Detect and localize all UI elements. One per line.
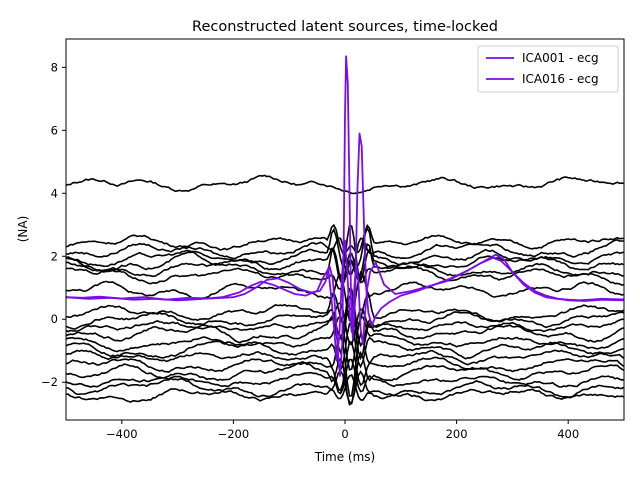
legend: ICA001 - ecg ICA016 - ecg [477,45,619,93]
series-line-ica016 [65,239,625,362]
background-series-line [66,373,625,403]
background-series-line [65,370,625,404]
y-tick-label: 2 [51,249,58,263]
background-series-group [65,174,625,406]
x-axis: −400 −200 0 200 400 [106,420,579,441]
background-series-line [65,331,625,397]
y-axis: −2 0 2 4 6 8 [41,60,66,389]
background-series-line [65,226,625,269]
x-tick-label: 400 [557,427,579,441]
x-tick-label: −400 [106,427,138,441]
x-tick-label: 200 [446,427,468,441]
background-series-line [65,224,625,283]
y-tick-label: 8 [51,60,58,74]
background-series-line [65,322,625,373]
y-axis-label: (NA) [16,216,30,243]
x-tick-label: 0 [341,427,348,441]
chart-title: Reconstructed latent sources, time-locke… [192,19,498,35]
y-tick-label: 4 [51,186,58,200]
background-series-line [65,295,625,361]
background-series-line [65,252,625,291]
y-tick-label: −2 [41,375,58,389]
y-tick-label: 0 [51,312,58,326]
legend-label-ica001: ICA001 - ecg [522,51,599,65]
y-tick-label: 6 [51,123,58,137]
background-series-line [65,301,624,346]
background-series-line [65,340,625,392]
background-series-line [65,315,625,371]
x-tick-label: −200 [218,427,250,441]
background-series-line [65,358,625,395]
x-axis-label: Time (ms) [314,450,376,464]
background-series-line [65,242,625,287]
legend-label-ica016: ICA016 - ecg [522,72,599,86]
highlighted-series-group [65,55,625,377]
